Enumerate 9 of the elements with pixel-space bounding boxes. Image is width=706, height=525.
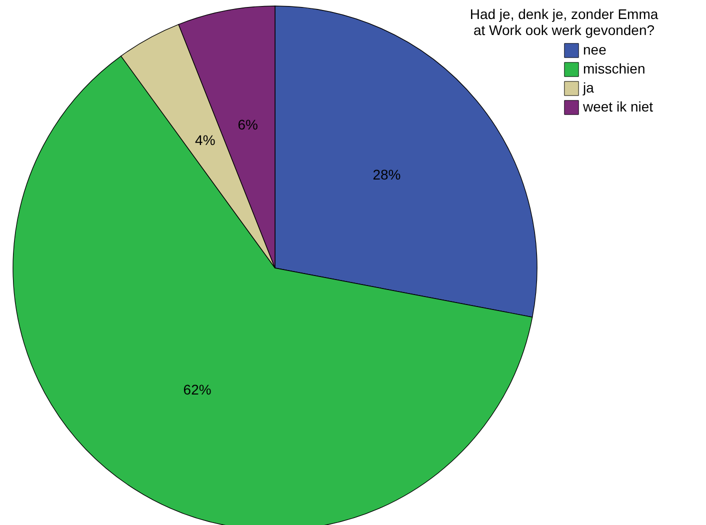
legend-label: misschien (583, 60, 646, 76)
legend-label: nee (583, 42, 607, 58)
legend-title: Had je, denk je, zonder Emma at Work ook werk gevonden? (470, 6, 658, 38)
data-label: 62% (183, 381, 212, 398)
legend-label: weet ik niet (582, 98, 654, 114)
data-label: 6% (238, 116, 258, 133)
legend-label: ja (582, 80, 594, 96)
data-label: 28% (372, 166, 401, 183)
data-label: 4% (195, 132, 216, 148)
